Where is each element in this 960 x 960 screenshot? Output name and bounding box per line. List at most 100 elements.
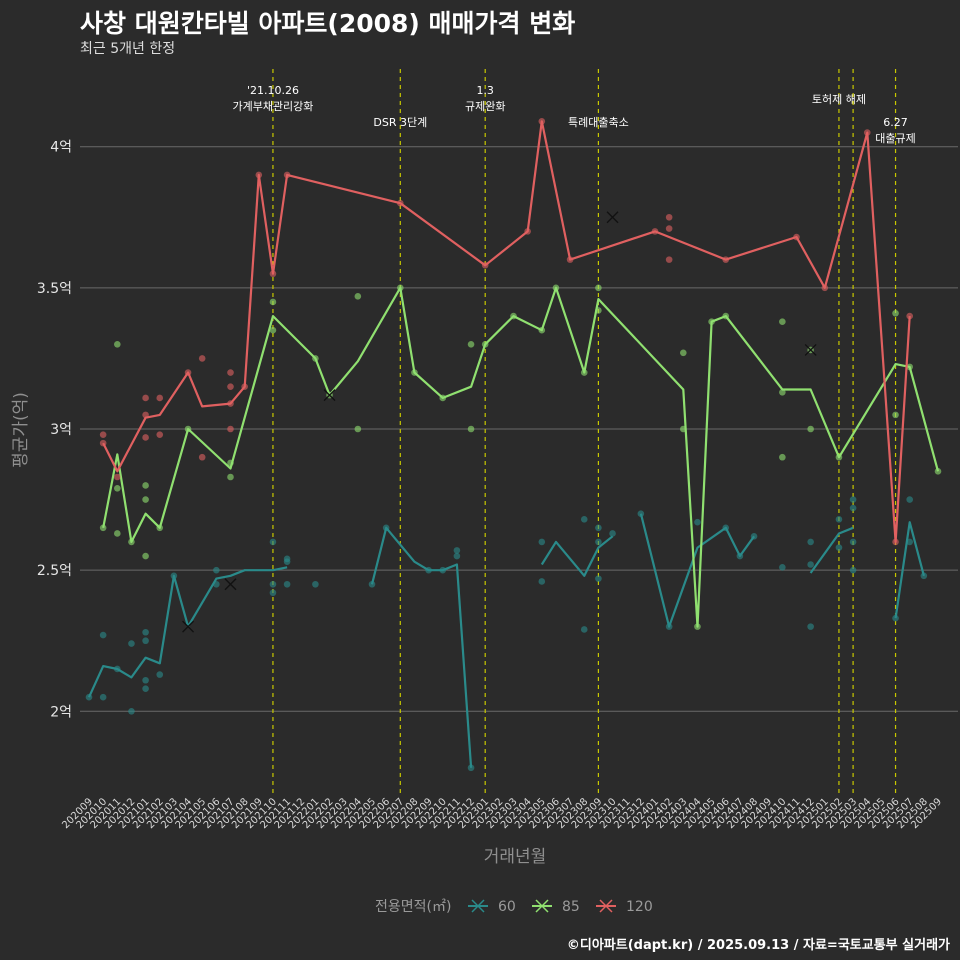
series-line-60 (809, 526, 854, 574)
event-label: 1.3 (476, 84, 494, 97)
data-point-120 (269, 270, 277, 278)
data-point-120 (156, 431, 164, 438)
data-point-85 (467, 425, 475, 433)
data-point-85 (779, 318, 786, 326)
data-point-85 (227, 473, 234, 481)
data-point-85 (142, 552, 149, 560)
data-point-120 (99, 431, 107, 438)
data-point-60 (453, 547, 461, 554)
data-point-85 (680, 349, 687, 357)
y-tick-label: 3.5억 (37, 281, 72, 297)
event-label: 가계부채관리강화 (232, 100, 313, 113)
data-point-85 (552, 284, 560, 292)
data-point-85 (312, 355, 319, 362)
data-point-85 (269, 298, 277, 306)
data-point-120 (198, 355, 206, 362)
data-point-85 (595, 307, 602, 314)
event-label: DSR 3단계 (373, 116, 427, 129)
data-point-120 (524, 228, 531, 235)
data-point-120 (722, 256, 730, 263)
data-point-60 (128, 708, 135, 715)
data-point-60 (750, 532, 758, 540)
data-point-120 (227, 369, 234, 376)
data-point-60 (595, 575, 602, 582)
y-tick-label: 4억 (50, 140, 72, 156)
legend-item-120: 120 (596, 899, 653, 915)
cross-marker-120 (323, 389, 336, 402)
data-point-85 (411, 369, 418, 376)
data-point-60 (269, 589, 277, 597)
series-85 (99, 284, 942, 630)
data-point-60 (142, 676, 149, 684)
data-point-85 (481, 341, 489, 348)
data-point-85 (538, 326, 546, 334)
data-point-60 (849, 496, 857, 503)
axes: 평균가(억) 거래년월 2억2.5억3억3.5억4억20200920201020… (11, 140, 944, 867)
event-label: 토허제 해제 (812, 92, 866, 106)
event-label: 규제완화 (465, 100, 505, 113)
data-point-120 (99, 439, 107, 447)
data-point-120 (651, 228, 659, 235)
data-point-60 (213, 566, 220, 574)
series-120 (99, 117, 913, 546)
data-point-85 (580, 369, 588, 376)
data-point-120 (892, 538, 899, 546)
data-point-60 (142, 685, 149, 693)
data-point-60 (156, 671, 164, 678)
data-point-60 (849, 566, 857, 574)
data-point-60 (312, 580, 319, 588)
data-point-120 (227, 425, 234, 433)
data-point-85 (708, 318, 715, 326)
data-point-120 (142, 434, 149, 441)
data-point-85 (694, 623, 701, 630)
data-point-85 (269, 326, 277, 334)
data-point-60 (722, 524, 730, 532)
legend-item-60: 60 (468, 899, 516, 915)
data-point-60 (368, 580, 376, 588)
data-point-60 (453, 552, 461, 560)
data-point-60 (213, 580, 220, 588)
legend: 전용면적(㎡) 60 85 120 (375, 899, 653, 915)
series-line-120 (102, 120, 911, 544)
data-point-120 (184, 369, 192, 376)
data-point-60 (538, 538, 546, 546)
y-tick-label: 2억 (50, 704, 72, 720)
data-point-60 (283, 580, 291, 588)
data-point-85 (934, 468, 942, 475)
cross-marker-120 (606, 211, 619, 224)
data-point-85 (779, 453, 786, 461)
data-point-120 (397, 199, 404, 207)
data-point-120 (156, 394, 164, 402)
source-caption: ©디아파트(dapt.kr) / 2025.09.13 / 자료=국토교통부 실… (566, 938, 950, 953)
data-point-60 (779, 564, 786, 571)
data-point-85 (510, 312, 517, 320)
y-tick-label: 2.5억 (37, 563, 72, 579)
data-point-85 (595, 284, 602, 292)
data-point-60 (128, 640, 135, 647)
data-point-60 (892, 614, 899, 622)
series-line-60 (87, 566, 288, 698)
data-point-85 (807, 425, 814, 433)
y-tick-label: 3억 (50, 422, 72, 438)
data-point-120 (142, 411, 149, 419)
event-label: 대출규제 (875, 132, 915, 145)
event-label: '21.10.26 (247, 84, 299, 97)
data-point-60 (269, 580, 277, 588)
cross-marker-60 (224, 578, 237, 591)
data-point-60 (538, 578, 546, 585)
data-point-85 (906, 363, 913, 371)
data-point-60 (665, 623, 673, 630)
data-point-85 (354, 425, 362, 433)
legend-label: 85 (562, 899, 580, 915)
cross-marker-60 (182, 620, 195, 633)
legend-title: 전용면적(㎡) (375, 899, 451, 915)
data-point-60 (595, 524, 602, 532)
data-point-85 (779, 389, 786, 396)
data-point-60 (580, 626, 588, 633)
data-point-60 (849, 504, 857, 512)
data-point-120 (538, 117, 546, 125)
data-point-60 (425, 566, 432, 574)
data-point-85 (128, 538, 135, 546)
data-point-60 (835, 516, 843, 523)
